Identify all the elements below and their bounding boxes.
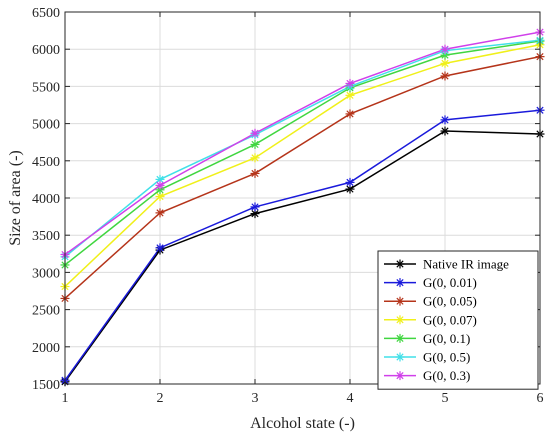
data-point: [250, 209, 260, 219]
y-tick-label: 3000: [32, 266, 60, 281]
y-axis-label: Size of area (-): [7, 150, 24, 246]
x-tick-label: 4: [347, 391, 354, 406]
y-tick-label: 6500: [32, 6, 60, 21]
legend: Native IR image G(0, 0.01) G(0, 0.05) G(0, …: [377, 250, 539, 390]
legend-label: G(0, 0.5): [423, 350, 470, 365]
data-point: [155, 243, 165, 253]
data-point: [250, 128, 260, 138]
legend-label: G(0, 0.1): [423, 331, 470, 346]
y-tick-label: 6000: [32, 43, 60, 58]
series-line-2: [64, 55, 541, 299]
data-point: [345, 184, 355, 194]
legend-label: G(0, 0.07): [423, 312, 477, 327]
data-point: [345, 109, 355, 119]
legend-label: G(0, 0.01): [423, 275, 477, 290]
legend-marker: [395, 333, 405, 343]
x-tick-label: 2: [157, 391, 164, 406]
data-point: [155, 208, 165, 218]
data-point: [440, 44, 450, 54]
legend-marker: [395, 352, 405, 362]
x-tick-label: 6: [537, 391, 544, 406]
data-point: [440, 71, 450, 81]
legend-label: Native IR image: [423, 257, 509, 272]
legend-label: G(0, 0.3): [423, 368, 470, 383]
data-point: [250, 202, 260, 212]
data-point: [345, 78, 355, 88]
series-line-1: [64, 109, 541, 381]
series-line-5: [64, 39, 541, 258]
y-tick-label: 4000: [32, 192, 60, 207]
legend-marker: [395, 371, 405, 381]
series-line-0: [64, 130, 541, 383]
series-line-6: [64, 31, 541, 256]
data-point: [440, 115, 450, 125]
series-line-4: [64, 40, 541, 266]
x-tick-label: 3: [252, 391, 259, 406]
y-tick-label: 3500: [32, 229, 60, 244]
y-tick-label: 1500: [32, 378, 60, 393]
data-point: [345, 90, 355, 100]
data-point: [250, 168, 260, 178]
y-tick-label: 2000: [32, 341, 60, 356]
legend-marker: [395, 296, 405, 306]
series-lines: [64, 31, 541, 383]
data-point: [440, 126, 450, 136]
y-tick-label: 2500: [32, 304, 60, 319]
y-tick-label: 5000: [32, 118, 60, 133]
legend-label: G(0, 0.05): [423, 294, 477, 309]
data-point: [250, 153, 260, 163]
data-point: [155, 180, 165, 190]
x-tick-labels: 1 2 3 4 5 6: [62, 391, 544, 406]
y-tick-label: 4500: [32, 155, 60, 170]
x-tick-label: 1: [62, 391, 69, 406]
legend-marker: [395, 278, 405, 288]
x-axis-label: Alcohol state (-): [250, 415, 355, 432]
y-tick-label: 5500: [32, 80, 60, 95]
data-point: [345, 177, 355, 187]
y-tick-labels: 1500 2000 2500 3000 3500 4000 4500 5000 5500 6000…: [32, 6, 60, 393]
data-point: [440, 58, 450, 68]
series-line-3: [64, 43, 541, 288]
x-tick-label: 5: [442, 391, 449, 406]
legend-marker: [395, 315, 405, 325]
data-point: [250, 139, 260, 149]
legend-marker: [395, 259, 405, 269]
